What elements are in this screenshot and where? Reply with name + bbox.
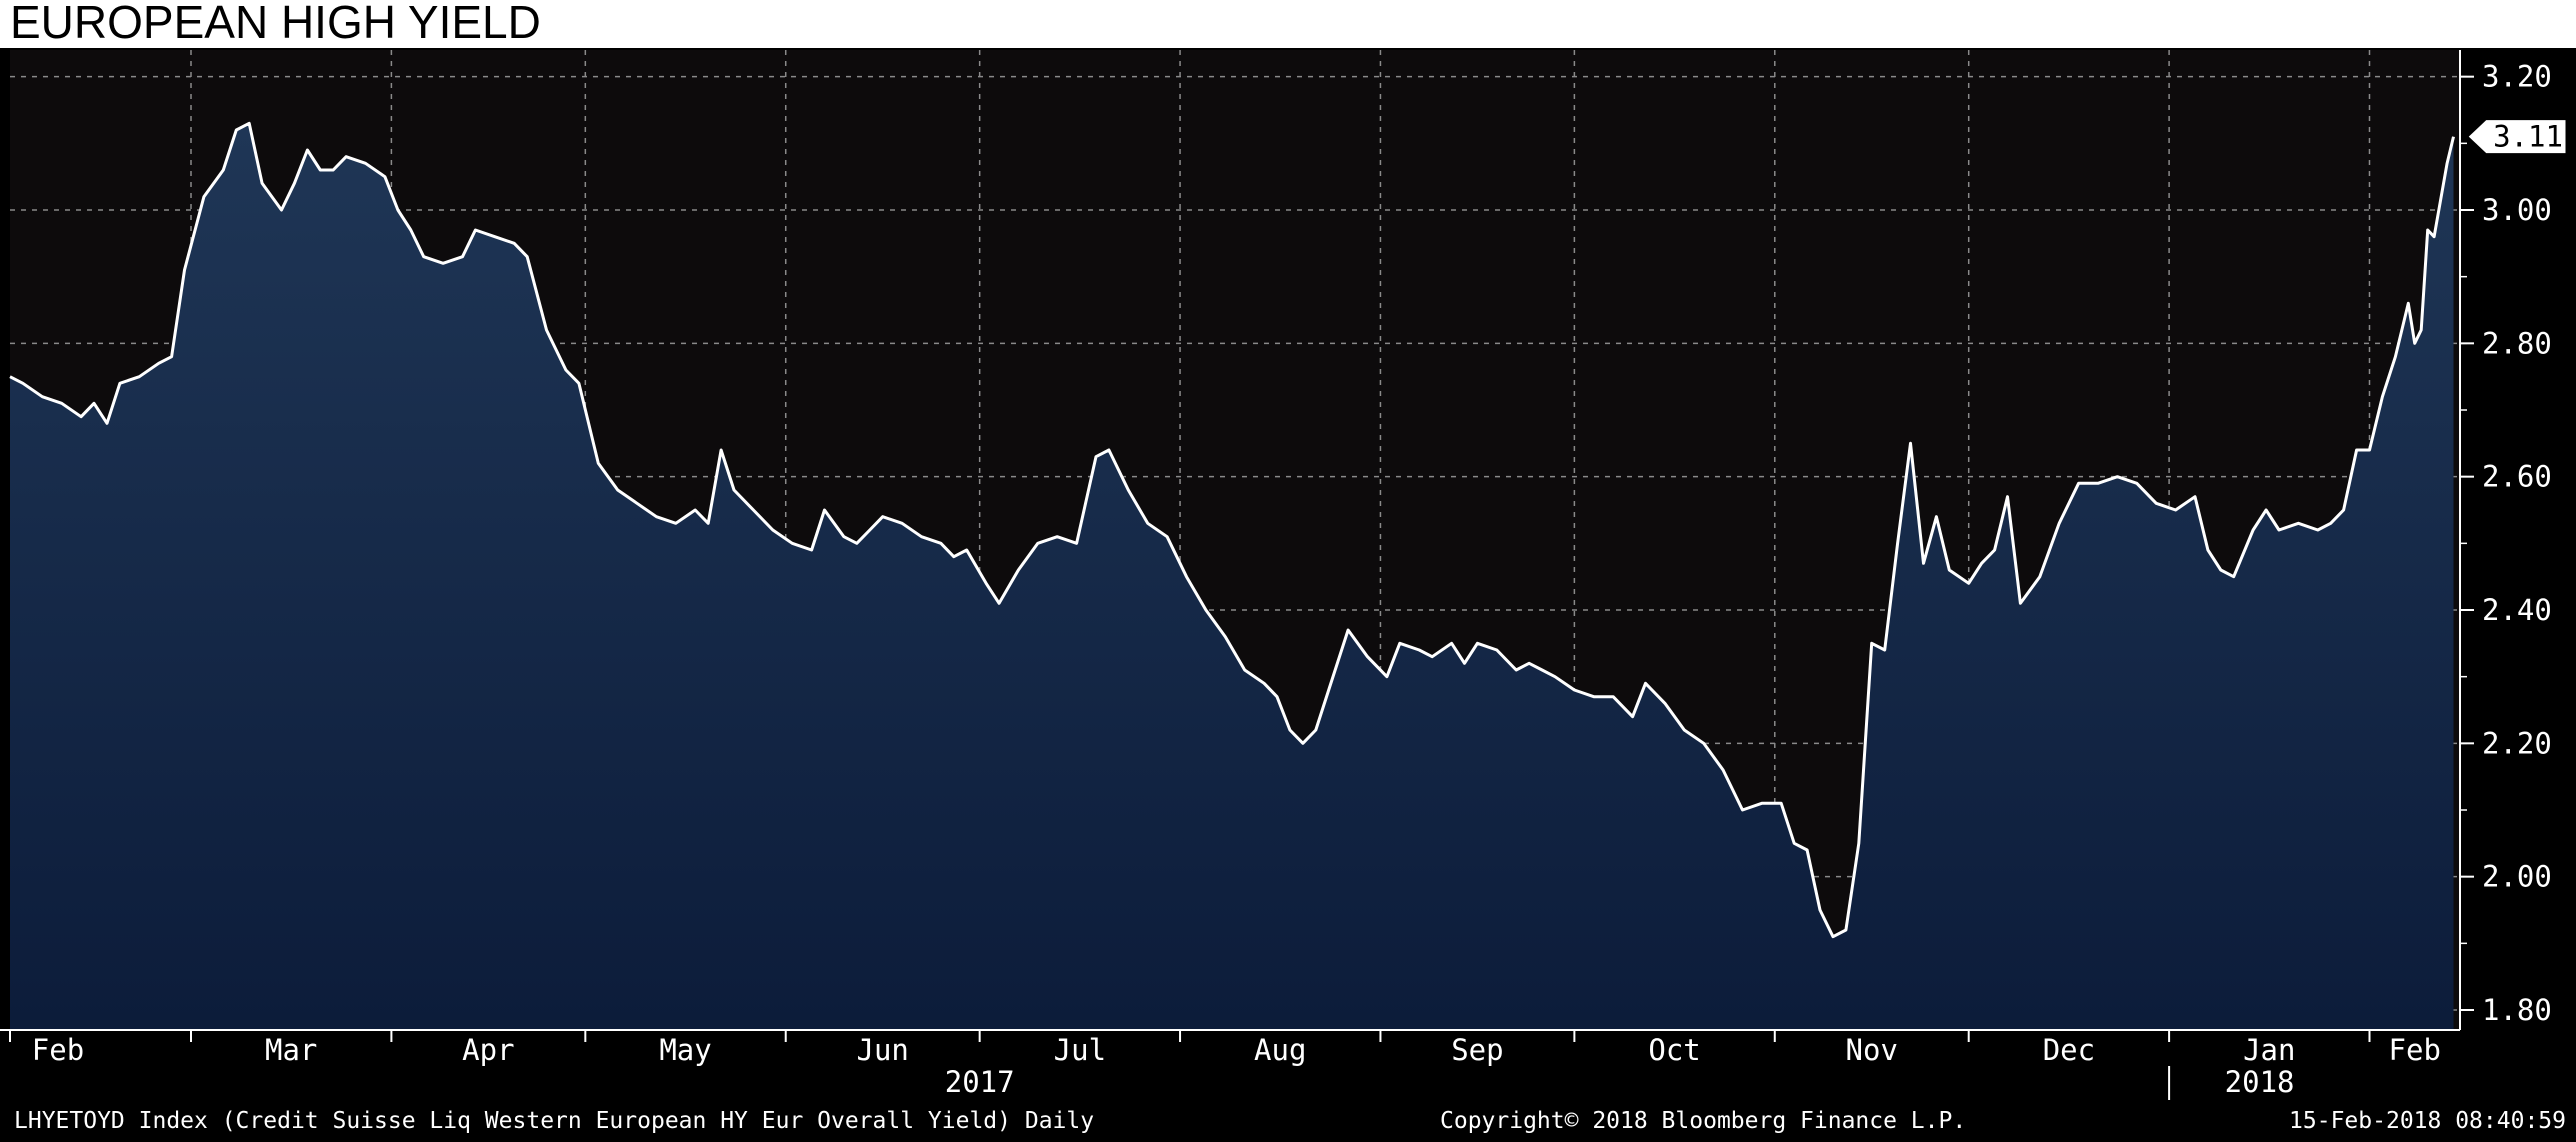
footer-copyright: Copyright© 2018 Bloomberg Finance L.P. [1440,1108,1966,1134]
x-tick-label: Feb [32,1033,84,1067]
x-tick-label: Jul [1054,1033,1106,1067]
footer-timestamp: 15-Feb-2018 08:40:59 [2289,1108,2566,1134]
y-tick-label: 2.40 [2482,593,2552,627]
x-tick-label: Feb [2389,1033,2441,1067]
y-tick-label: 2.00 [2482,860,2552,894]
y-tick-label: 2.20 [2482,726,2552,760]
y-tick-label: 3.20 [2482,60,2552,94]
y-tick-label: 2.80 [2482,326,2552,360]
x-tick-label: Jan [2243,1033,2295,1067]
y-tick-label: 1.80 [2482,993,2552,1027]
x-tick-label: Oct [1648,1033,1700,1067]
x-tick-label: Jun [856,1033,908,1067]
last-value-marker: 3.11 [2467,119,2567,155]
yield-area [10,123,2454,1031]
chart-title: EUROPEAN HIGH YIELD [10,0,541,48]
y-tick-label: 3.00 [2482,193,2552,227]
y-tick-label: 2.60 [2482,460,2552,494]
x-axis-ticks: Feb Mar Apr May Jun Jul Aug Sep Oct Nov Dec Jan Feb [9,1030,2441,1067]
x-axis-years: 2017 2018 [945,1065,2295,1100]
x-tick-label: May [659,1033,711,1067]
year-label: 2017 [945,1065,1015,1099]
x-tick-label: Dec [2043,1033,2095,1067]
footer-index-description: LHYETOYD Index (Credit Suisse Liq Wester… [14,1108,1094,1134]
x-tick-label: Nov [1846,1033,1898,1067]
last-value-label: 3.11 [2493,120,2563,154]
x-tick-label: Aug [1254,1033,1306,1067]
yield-line [9,121,2455,939]
x-tick-label: Mar [265,1033,317,1067]
year-label: 2018 [2225,1065,2295,1099]
y-axis-ticks: 1.80 2.00 2.20 2.40 2.60 2.80 3.00 3.20 [2460,60,2552,1027]
x-tick-label: Sep [1451,1033,1503,1067]
x-tick-label: Apr [462,1033,514,1067]
